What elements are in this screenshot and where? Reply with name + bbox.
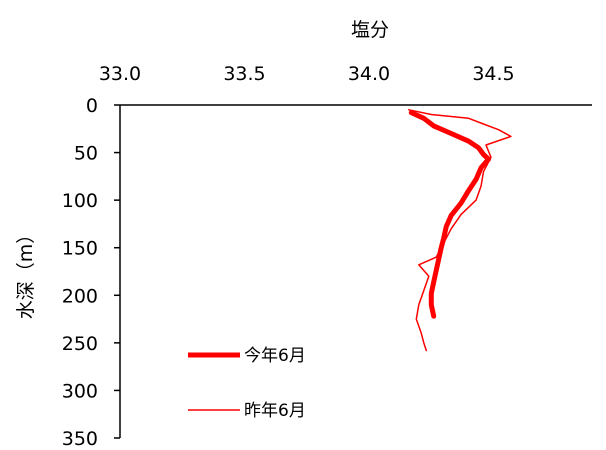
y-tick-label: 100 (62, 190, 98, 212)
y-tick-label: 200 (62, 285, 98, 307)
x-axis-tick-labels: 33.0 33.5 34.0 34.5 (99, 63, 515, 85)
y-tick-label: 50 (74, 143, 98, 165)
x-tick-label: 33.5 (223, 63, 265, 85)
series-line-last-year (408, 109, 512, 352)
x-tick-label: 33.0 (99, 63, 141, 85)
legend-label-this-year: 今年6月 (244, 346, 306, 366)
y-tick-label: 150 (62, 238, 98, 260)
x-axis-title: 塩分 (351, 19, 389, 41)
y-axis-title: 水深（m） (15, 225, 37, 320)
y-tick-label: 350 (62, 428, 98, 450)
series-layer (408, 109, 512, 352)
x-tick-label: 34.5 (472, 63, 514, 85)
y-axis-tick-labels: 0 50 100 150 200 250 300 350 (62, 95, 98, 450)
y-tick-label: 250 (62, 333, 98, 355)
y-axis-tick-marks (114, 104, 120, 439)
series-line-this-year (408, 110, 491, 319)
legend-label-last-year: 昨年6月 (244, 401, 306, 421)
y-tick-label: 0 (86, 95, 98, 117)
legend: 今年6月 昨年6月 (188, 346, 306, 421)
x-tick-label: 34.0 (348, 63, 390, 85)
y-tick-label: 300 (62, 380, 98, 402)
